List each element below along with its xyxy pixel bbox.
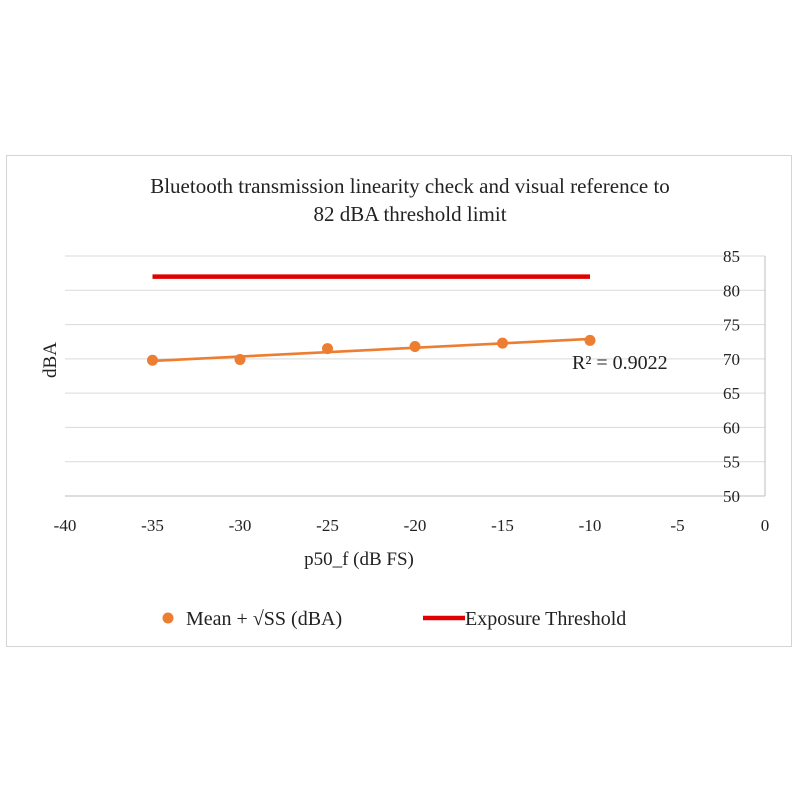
data-point: [497, 337, 508, 349]
legend: Mean + √SS (dBA) Exposure Threshold: [162, 608, 626, 630]
x-tick-label: -20: [404, 516, 427, 535]
y-tick-label: 70: [723, 350, 740, 369]
x-tick-label: 0: [761, 516, 770, 535]
plot-series: [147, 274, 596, 366]
chart-frame: Bluetooth transmission linearity check a…: [6, 155, 792, 647]
gridlines: [65, 255, 766, 497]
x-tick-label: -25: [316, 516, 339, 535]
y-tick-label: 55: [723, 453, 740, 472]
y-tick-label: 50: [723, 487, 740, 506]
x-tick-label: -35: [141, 516, 164, 535]
tick-labels: 50 55 60 65 70 75 80 85 -40 -35 -30 -25 -20 -15 -10 -5 0: [54, 247, 770, 535]
chart-svg: Bluetooth transmission linearity check a…: [40, 174, 770, 630]
y-axis-title: dBA: [40, 342, 61, 378]
x-tick-label: -15: [491, 516, 514, 535]
legend-label-mean: Mean + √SS (dBA): [186, 608, 342, 630]
trendline: [152, 337, 591, 363]
x-tick-label: -30: [229, 516, 252, 535]
legend-marker-mean: [162, 612, 174, 624]
r-squared-label: R² = 0.9022: [572, 352, 668, 374]
data-point: [322, 343, 333, 355]
y-tick-label: 65: [723, 384, 740, 403]
y-tick-label: 80: [723, 281, 740, 300]
y-tick-label: 85: [723, 247, 740, 266]
y-tick-label: 60: [723, 418, 740, 437]
data-point: [234, 354, 246, 366]
chart-title-line-2: 82 dBA threshold limit: [313, 202, 506, 226]
x-tick-label: -5: [670, 516, 684, 535]
x-axis-title: p50_f (dB FS): [304, 549, 414, 570]
data-point: [409, 341, 421, 353]
data-point: [147, 354, 158, 366]
chart-title-line-1: Bluetooth transmission linearity check a…: [150, 174, 670, 198]
x-tick-label: -10: [579, 516, 602, 535]
data-point: [584, 334, 596, 346]
y-tick-label: 75: [723, 316, 740, 335]
legend-label-threshold: Exposure Threshold: [465, 608, 626, 630]
x-tick-label: -40: [54, 516, 77, 535]
